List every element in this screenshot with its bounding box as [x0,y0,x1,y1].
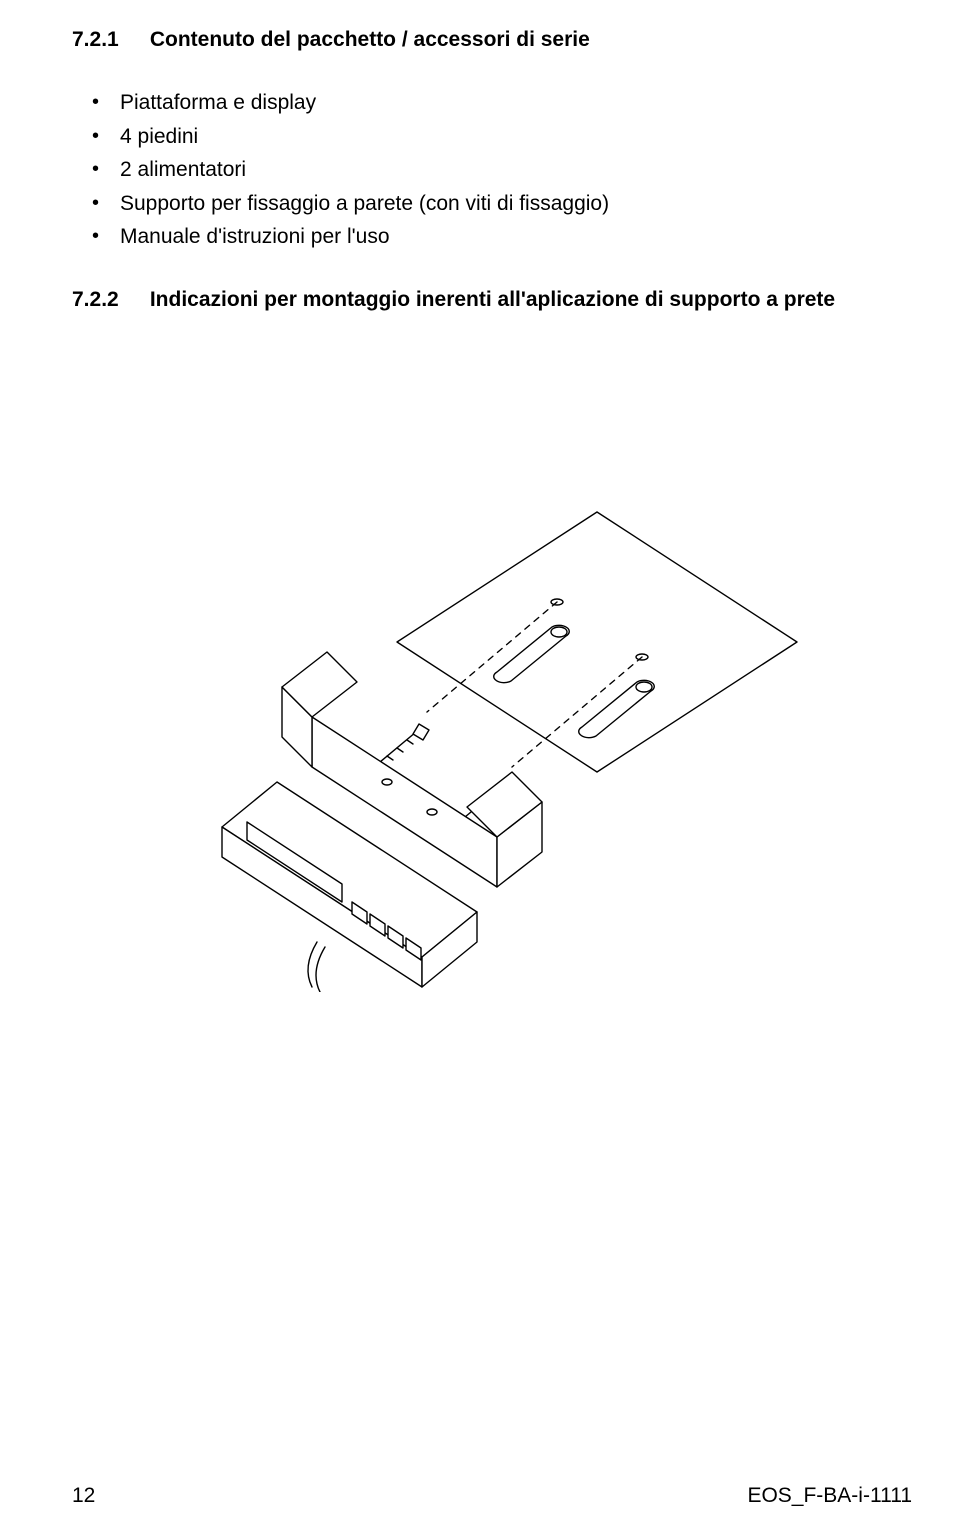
document-id: EOS_F-BA-i-1111 [747,1484,912,1508]
section-722-heading: 7.2.2 Indicazioni per montaggio inerenti… [72,288,912,312]
list-item: 4 piedini [92,120,912,154]
list-item: Manuale d'istruzioni per l'uso [92,220,912,254]
package-contents-list: Piattaforma e display 4 piedini 2 alimen… [92,86,912,254]
list-item: Supporto per fissaggio a parete (con vit… [92,187,912,221]
section-722-title: Indicazioni per montaggio inerenti all'a… [150,288,835,311]
mounting-diagram-svg [167,472,817,992]
page-footer: 12 EOS_F-BA-i-1111 [72,1484,912,1508]
mounting-diagram [72,472,912,997]
section-721-heading: 7.2.1 Contenuto del pacchetto / accessor… [72,28,912,52]
list-item: 2 alimentatori [92,153,912,187]
section-721-title: Contenuto del pacchetto / accessori di s… [150,28,590,51]
section-721-number: 7.2.1 [72,28,144,52]
section-722-number: 7.2.2 [72,288,144,312]
page-number: 12 [72,1484,95,1508]
list-item: Piattaforma e display [92,86,912,120]
